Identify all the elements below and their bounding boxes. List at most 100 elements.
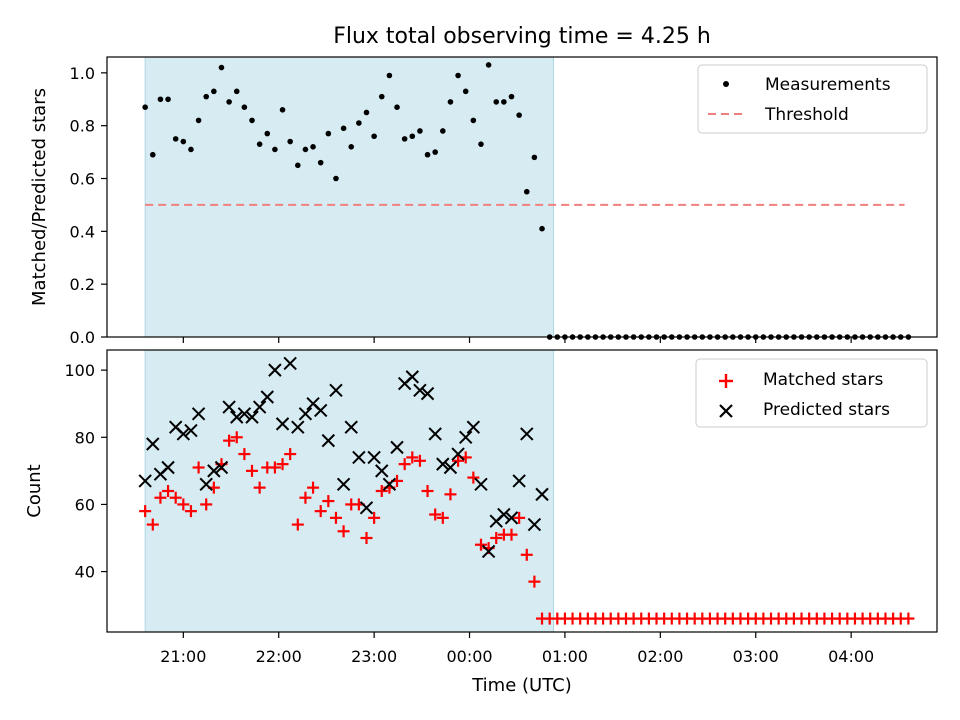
- matched-star-point: [337, 525, 350, 538]
- predicted-star-point: [237, 407, 252, 421]
- matched-star-point: [375, 485, 388, 497]
- top-shaded-interval: [144, 56, 554, 338]
- measurement-point: [470, 117, 477, 124]
- measurement-point: [180, 138, 187, 145]
- top-y-tick-label: 0.0: [70, 328, 95, 347]
- matched-star-point: [322, 495, 335, 508]
- bottom-legend-box: [695, 358, 928, 428]
- predicted-star-point: [275, 417, 290, 431]
- measurement-point: [264, 130, 271, 137]
- predicted-star-point: [138, 474, 152, 488]
- bottom-legend: Matched stars Predicted stars: [695, 358, 928, 428]
- predicted-star-point: [535, 487, 549, 502]
- measurement-point: [501, 99, 507, 105]
- measurement-point: [485, 62, 492, 68]
- legend-matched-marker: [719, 374, 733, 388]
- predicted-star-point: [413, 383, 427, 397]
- predicted-star-point: [146, 437, 160, 451]
- matched-star-point: [436, 511, 449, 524]
- matched-star-point: [368, 511, 381, 524]
- x-axis-label: Time (UTC): [471, 675, 572, 696]
- matched-star-point: [452, 454, 465, 467]
- measurement-point: [508, 93, 515, 100]
- measurement-point: [516, 112, 522, 118]
- measurement-point: [462, 88, 469, 95]
- predicted-star-point: [474, 477, 488, 491]
- measurement-point: [394, 104, 400, 110]
- measurement-point: [203, 93, 210, 100]
- matched-star-point: [200, 498, 213, 511]
- predicted-star-point: [336, 477, 351, 491]
- bottom-y-axis-label: Count: [24, 464, 45, 517]
- matched-star-point: [169, 491, 182, 504]
- measurement-point: [157, 96, 164, 103]
- measurement-point: [455, 72, 461, 79]
- matched-star-point: [398, 458, 411, 471]
- bottom-shaded-interval: [144, 349, 554, 633]
- measurement-point: [378, 93, 385, 100]
- measurement-point: [272, 146, 278, 153]
- measurement-point: [348, 144, 355, 150]
- predicted-star-point: [451, 447, 465, 461]
- bottom-plot-frame: [106, 349, 938, 633]
- measurement-point: [424, 151, 431, 158]
- predicted-star-point: [466, 420, 481, 434]
- matched-star-point: [268, 461, 281, 474]
- bottom-y-tick-label: 60: [75, 495, 95, 514]
- predicted-star-point: [298, 407, 313, 421]
- matched-star-point: [314, 505, 327, 518]
- measurement-point: [401, 136, 408, 142]
- chart-title: Flux total observing time = 4.25 h: [333, 24, 711, 49]
- matched-star-point: [230, 431, 243, 444]
- top-panel: 0.0 0.2 0.4 0.6 0.8 1.0 Matched/Predicted sta…: [29, 56, 938, 347]
- top-y-tick-label: 1.0: [70, 64, 95, 83]
- measurement-point: [310, 144, 316, 150]
- measurement-point: [386, 72, 393, 79]
- predicted-star-point: [527, 517, 542, 532]
- matched-star-point: [154, 491, 167, 504]
- predicted-star-point: [252, 400, 267, 414]
- predicted-star-point: [497, 507, 511, 522]
- legend-measurements-marker: [723, 81, 729, 87]
- predicted-star-point: [512, 474, 526, 488]
- measurement-point: [333, 175, 339, 182]
- legend-predicted-marker: [719, 404, 733, 418]
- predicted-star-point: [382, 477, 397, 491]
- x-tick-label: 01:00: [542, 647, 588, 666]
- bottom-y-tick-label: 80: [75, 428, 95, 447]
- measurement-point: [539, 225, 545, 232]
- measurement-point: [317, 159, 324, 166]
- measurement-point: [363, 109, 370, 116]
- predicted-star-point: [268, 363, 282, 377]
- measurement-point: [211, 88, 217, 95]
- top-plot-frame: [106, 56, 938, 338]
- predicted-star-point: [283, 356, 297, 371]
- matched-star-point: [177, 498, 190, 511]
- predicted-star-point: [344, 420, 358, 434]
- x-tick-label: 00:00: [446, 647, 492, 666]
- predicted-star-point: [436, 457, 450, 471]
- predicted-star-point: [359, 501, 374, 515]
- predicted-star-point: [390, 440, 404, 455]
- matched-star-point: [299, 491, 312, 504]
- measurement-point: [302, 146, 309, 153]
- measurement-point: [165, 96, 171, 103]
- measurement-point: [493, 99, 500, 105]
- matched-star-point: [505, 528, 518, 541]
- predicted-star-point: [184, 423, 198, 438]
- predicted-star-point: [161, 460, 175, 475]
- predicted-star-point: [405, 370, 419, 384]
- predicted-star-point: [321, 433, 336, 448]
- predicted-star-point: [504, 511, 519, 525]
- x-tick-label: 23:00: [351, 647, 397, 666]
- predicted-star-point: [520, 427, 534, 441]
- x-tick-label: 02:00: [637, 647, 683, 666]
- measurement-point: [447, 99, 454, 105]
- matched-star-point: [528, 575, 541, 588]
- matched-star-point: [467, 471, 480, 484]
- measurement-point: [279, 107, 286, 113]
- predicted-star-point: [443, 460, 458, 475]
- measurement-point: [340, 125, 347, 132]
- measurement-point: [172, 136, 179, 142]
